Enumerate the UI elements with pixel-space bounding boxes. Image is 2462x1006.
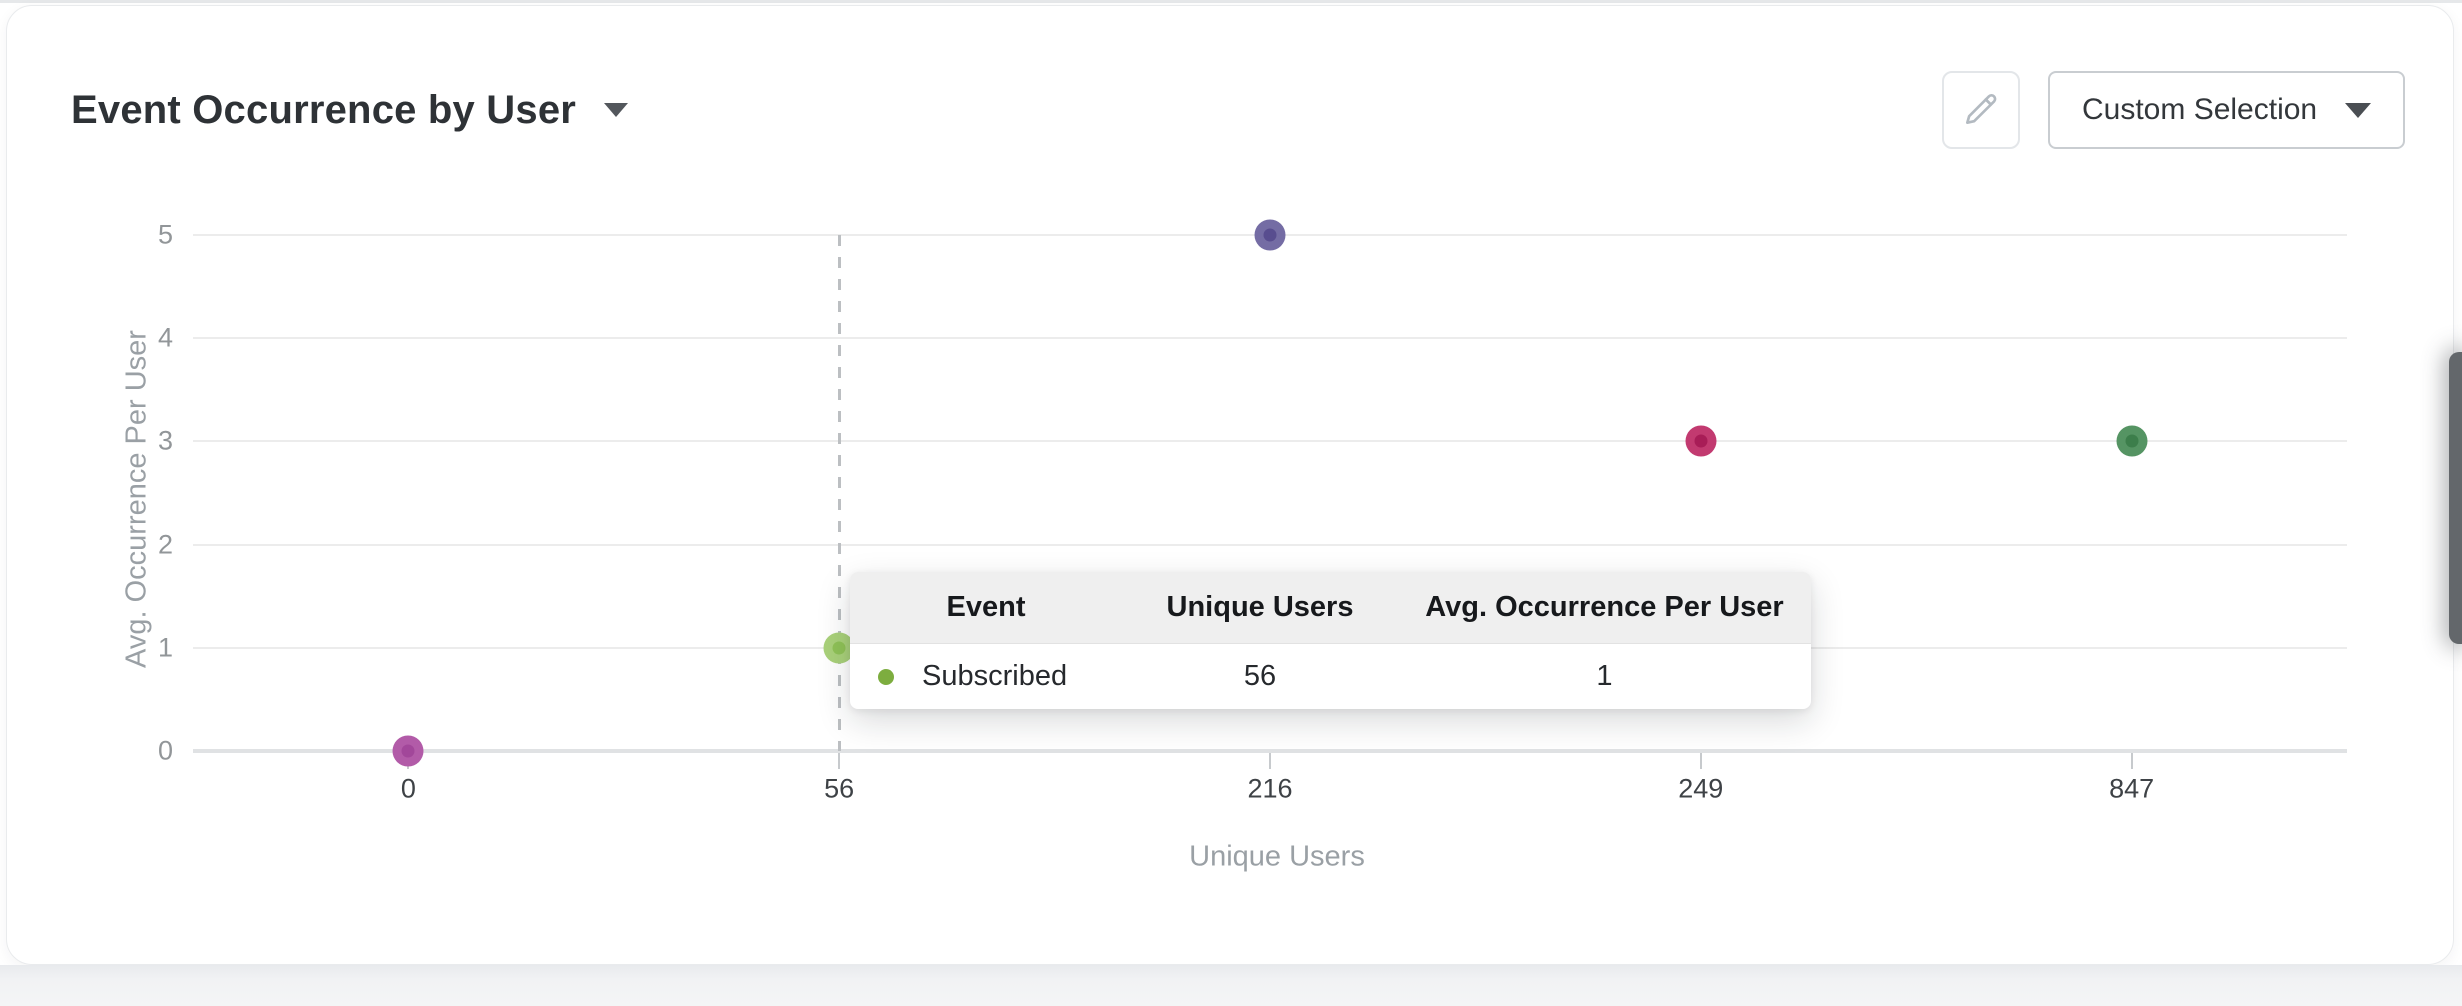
series-dot (878, 668, 894, 685)
tooltip-column-avg-occurrence: Avg. Occurrence Per User (1425, 591, 1784, 623)
data-point-0[interactable] (392, 735, 424, 767)
x-tick-label: 847 (2109, 773, 2155, 804)
y-tick-label: 1 (157, 632, 173, 663)
y-tick-label: 2 (157, 529, 173, 560)
chart-title-dropdown[interactable]: Event Occurrence by User (71, 87, 629, 133)
x-tick-label: 56 (824, 773, 855, 804)
tooltip-cell-event: Subscribed (850, 660, 1122, 693)
tooltip-row: Subscribed 56 1 (850, 644, 1811, 709)
x-tick-mark (1269, 753, 1271, 769)
data-point-847[interactable] (2116, 425, 2148, 457)
data-point-center (832, 641, 846, 655)
y-tick-label: 5 (157, 219, 173, 250)
data-point-56[interactable] (823, 632, 855, 664)
gridline (193, 337, 2347, 340)
selection-dropdown[interactable]: Custom Selection (2048, 71, 2405, 149)
chevron-down-icon (604, 103, 629, 117)
data-point-center (1694, 434, 1708, 448)
edit-button[interactable] (1942, 71, 2020, 149)
x-tick-mark (838, 753, 841, 769)
data-point-center (401, 744, 415, 758)
x-tick-label: 216 (1247, 773, 1293, 804)
x-axis-title: Unique Users (1189, 840, 1365, 873)
x-axis-line (193, 749, 2347, 753)
x-tick-mark (2130, 753, 2133, 769)
pencil-icon (1961, 89, 2001, 132)
tooltip-cell-unique-users: 56 (1243, 660, 1277, 692)
data-point-center (1263, 228, 1277, 242)
crosshair-line (837, 235, 841, 751)
x-tick-label: 249 (1678, 773, 1724, 804)
chart-tooltip: Event Unique Users Avg. Occurrence Per U… (850, 572, 1811, 709)
chart-card: Event Occurrence by User Custom Selectio… (6, 5, 2454, 965)
y-tick-label: 4 (157, 322, 173, 353)
page-background-strip (0, 965, 2462, 1006)
scrollbar-thumb[interactable] (2449, 352, 2462, 644)
chevron-down-icon (2345, 102, 2371, 118)
x-tick-label: 0 (400, 773, 416, 804)
selection-dropdown-label: Custom Selection (2082, 93, 2318, 126)
data-point-249[interactable] (1685, 425, 1717, 457)
tooltip-cell-avg-occurrence: 1 (1596, 660, 1613, 692)
y-tick-label: 0 (157, 735, 173, 766)
chart-title: Event Occurrence by User (71, 87, 577, 132)
data-point-216[interactable] (1254, 219, 1286, 251)
data-point-center (2125, 434, 2139, 448)
card-header: Event Occurrence by User Custom Selectio… (71, 66, 2405, 154)
y-tick-label: 3 (157, 425, 173, 456)
x-tick-mark (1699, 753, 1702, 769)
header-actions: Custom Selection (1942, 71, 2405, 149)
tooltip-event-name: Subscribed (922, 660, 1068, 692)
gridline (193, 543, 2347, 546)
tooltip-header: Event Unique Users Avg. Occurrence Per U… (850, 572, 1811, 644)
tooltip-column-event: Event (946, 591, 1026, 623)
tooltip-column-unique-users: Unique Users (1166, 591, 1354, 623)
top-divider (0, 0, 2462, 3)
gridline (193, 440, 2347, 443)
